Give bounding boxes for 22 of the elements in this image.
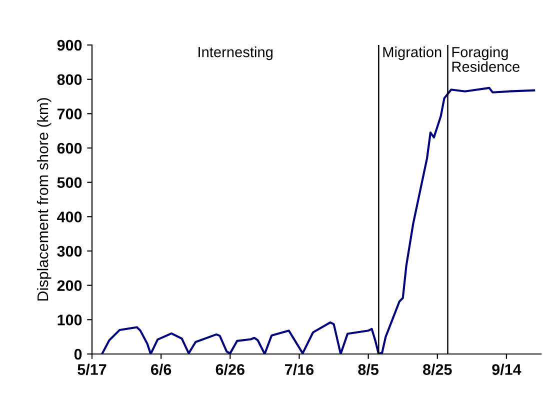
y-tick-label: 100 xyxy=(58,314,82,326)
x-tick-label: 6/6 xyxy=(151,364,172,376)
y-tick-label: 900 xyxy=(57,40,82,51)
annotation: Internesting xyxy=(198,46,272,60)
y-axis-title: Displacement from shore (km) xyxy=(36,98,52,301)
y-tick-label: 700 xyxy=(57,108,82,120)
ref-line-label: Migration xyxy=(383,46,442,60)
y-tick-label: 300 xyxy=(57,246,82,257)
x-tick-label: 6/26 xyxy=(216,364,244,376)
x-tick-label: 5/17 xyxy=(78,364,106,376)
y-tick-label: 400 xyxy=(57,212,82,222)
y-tick-label: 500 xyxy=(57,177,82,188)
x-tick-label: 7/16 xyxy=(285,364,314,376)
x-tick-label: 9/14 xyxy=(492,364,522,376)
x-tick-label: 8/25 xyxy=(423,364,452,376)
line-series xyxy=(101,86,536,354)
y-tick-label: 600 xyxy=(57,142,82,154)
x-tick-label: 8/5 xyxy=(358,364,378,376)
y-tick-label: 200 xyxy=(57,280,82,292)
y-tick-label: 800 xyxy=(57,74,82,86)
y-tick-label: 0 xyxy=(74,348,82,360)
ref-line-label: Foraging Residence xyxy=(452,46,520,72)
